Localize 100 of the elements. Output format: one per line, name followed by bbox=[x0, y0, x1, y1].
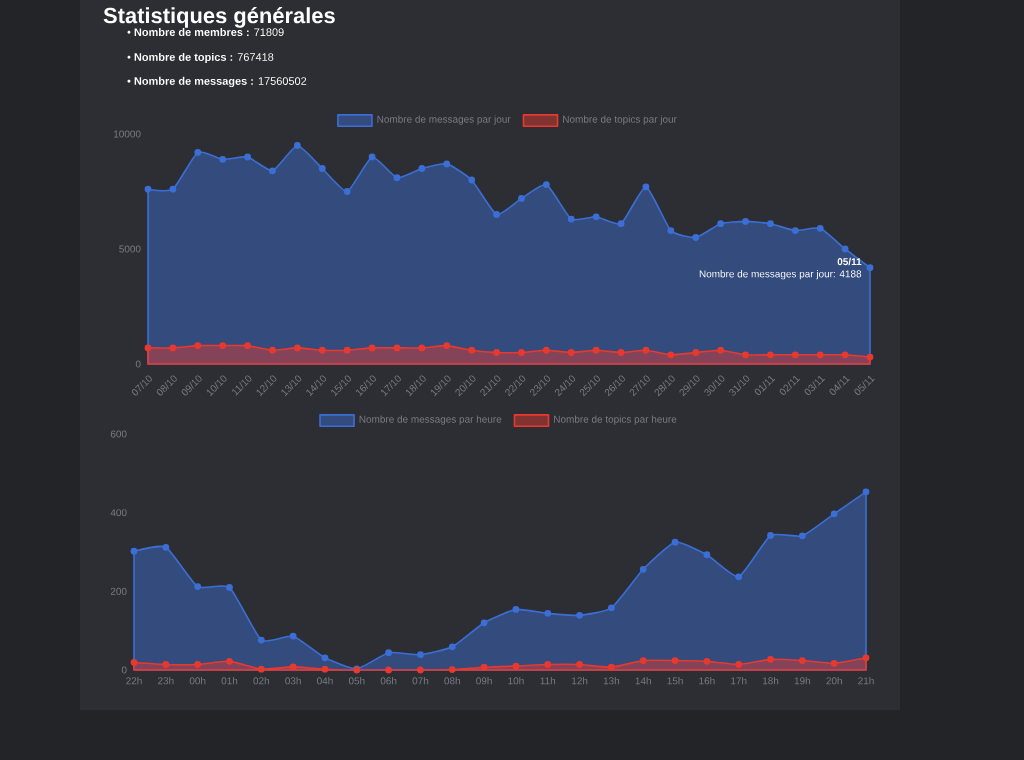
point bbox=[169, 185, 177, 193]
point bbox=[791, 227, 799, 234]
point bbox=[130, 659, 138, 666]
point bbox=[480, 619, 488, 627]
point bbox=[791, 351, 799, 359]
point bbox=[592, 213, 600, 221]
point bbox=[518, 194, 525, 202]
point bbox=[735, 573, 743, 581]
point bbox=[368, 344, 376, 352]
point bbox=[567, 215, 575, 223]
point bbox=[671, 538, 679, 546]
point bbox=[542, 346, 550, 354]
point bbox=[321, 654, 329, 662]
point bbox=[226, 584, 233, 591]
point bbox=[717, 346, 725, 354]
point bbox=[244, 153, 251, 161]
point bbox=[219, 342, 227, 349]
point bbox=[219, 155, 227, 163]
point bbox=[162, 661, 170, 668]
point bbox=[816, 224, 824, 232]
point bbox=[162, 543, 170, 551]
point bbox=[542, 181, 550, 188]
point bbox=[742, 217, 749, 225]
chart-title: Statistiques générales bbox=[103, 7, 335, 28]
point bbox=[269, 167, 276, 175]
point bbox=[617, 220, 625, 228]
point bbox=[368, 153, 376, 161]
point bbox=[830, 659, 838, 667]
point bbox=[692, 234, 700, 241]
point bbox=[418, 344, 426, 352]
point bbox=[257, 636, 265, 644]
point bbox=[512, 662, 520, 670]
point bbox=[385, 649, 393, 657]
point bbox=[767, 532, 774, 539]
point bbox=[798, 532, 806, 540]
point bbox=[767, 655, 774, 663]
point bbox=[608, 604, 615, 612]
point bbox=[841, 245, 849, 253]
point bbox=[639, 565, 647, 573]
point bbox=[841, 351, 849, 359]
point bbox=[443, 342, 451, 349]
point bbox=[576, 661, 583, 668]
point bbox=[417, 666, 424, 674]
point bbox=[448, 666, 456, 673]
point bbox=[642, 346, 650, 354]
point bbox=[592, 346, 600, 354]
point bbox=[862, 488, 870, 496]
point bbox=[194, 661, 202, 668]
point bbox=[493, 349, 500, 356]
point bbox=[417, 651, 424, 659]
point bbox=[318, 346, 326, 354]
point bbox=[767, 220, 774, 228]
point bbox=[735, 661, 743, 668]
point bbox=[293, 344, 301, 352]
point bbox=[257, 665, 265, 673]
point bbox=[639, 657, 647, 664]
point bbox=[194, 583, 202, 591]
point bbox=[512, 606, 520, 613]
point bbox=[194, 148, 202, 156]
point bbox=[343, 346, 351, 354]
point bbox=[480, 663, 488, 671]
point bbox=[289, 632, 297, 640]
point bbox=[667, 351, 675, 359]
point bbox=[742, 351, 749, 359]
point bbox=[703, 551, 711, 559]
point bbox=[443, 160, 451, 168]
point bbox=[468, 346, 476, 354]
point bbox=[269, 346, 276, 354]
point bbox=[717, 220, 725, 228]
point bbox=[343, 188, 351, 195]
point bbox=[318, 165, 326, 172]
point bbox=[418, 165, 426, 172]
point bbox=[244, 342, 251, 349]
point bbox=[169, 344, 177, 352]
point bbox=[576, 611, 583, 619]
point bbox=[862, 654, 870, 662]
point bbox=[393, 174, 401, 182]
point bbox=[194, 342, 202, 349]
point bbox=[393, 344, 401, 352]
point bbox=[692, 349, 700, 356]
point bbox=[544, 609, 552, 617]
point bbox=[144, 185, 152, 193]
point bbox=[671, 657, 679, 664]
point bbox=[448, 643, 456, 651]
point bbox=[518, 349, 525, 356]
point bbox=[816, 351, 824, 359]
point bbox=[667, 227, 675, 234]
point bbox=[289, 663, 297, 671]
point bbox=[385, 666, 393, 674]
point bbox=[468, 176, 476, 184]
point bbox=[293, 142, 301, 149]
point bbox=[493, 211, 500, 218]
point bbox=[567, 349, 575, 356]
point bbox=[866, 353, 874, 361]
point bbox=[544, 661, 552, 668]
point bbox=[642, 183, 650, 191]
point bbox=[703, 657, 711, 665]
point bbox=[608, 663, 615, 671]
point bbox=[321, 665, 329, 673]
point bbox=[767, 351, 774, 359]
